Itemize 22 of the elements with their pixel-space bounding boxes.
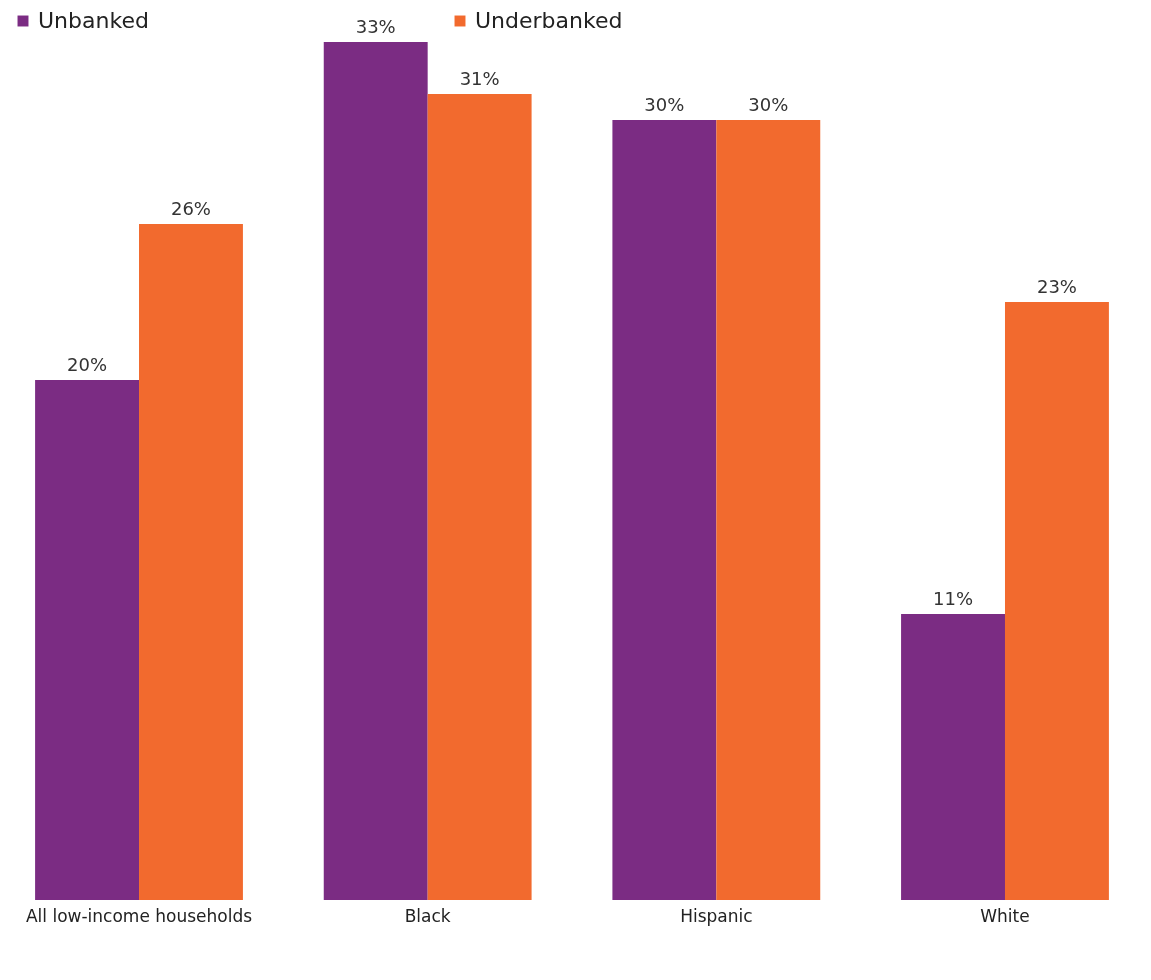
data-label: 23% (1036, 276, 1077, 297)
bar (612, 120, 717, 900)
data-label: 30% (748, 94, 789, 115)
bar (716, 120, 821, 900)
data-label: 26% (170, 198, 211, 219)
legend-label: Underbanked (475, 8, 623, 33)
data-label: 31% (459, 68, 500, 89)
data-label: 33% (355, 16, 396, 37)
bar (323, 42, 428, 900)
bar (35, 380, 140, 900)
bar (1004, 302, 1109, 900)
bar (901, 614, 1005, 900)
data-label: 20% (67, 354, 108, 375)
x-tick-label: Hispanic (680, 905, 753, 926)
data-label: 11% (933, 588, 974, 609)
x-tick-label: All low-income households (25, 905, 253, 926)
x-tick-label: White (980, 905, 1030, 926)
bar (139, 224, 243, 900)
data-label: 30% (644, 94, 685, 115)
bar (427, 94, 532, 900)
x-tick-label: Black (404, 905, 451, 926)
legend-label: Unbanked (38, 8, 149, 33)
